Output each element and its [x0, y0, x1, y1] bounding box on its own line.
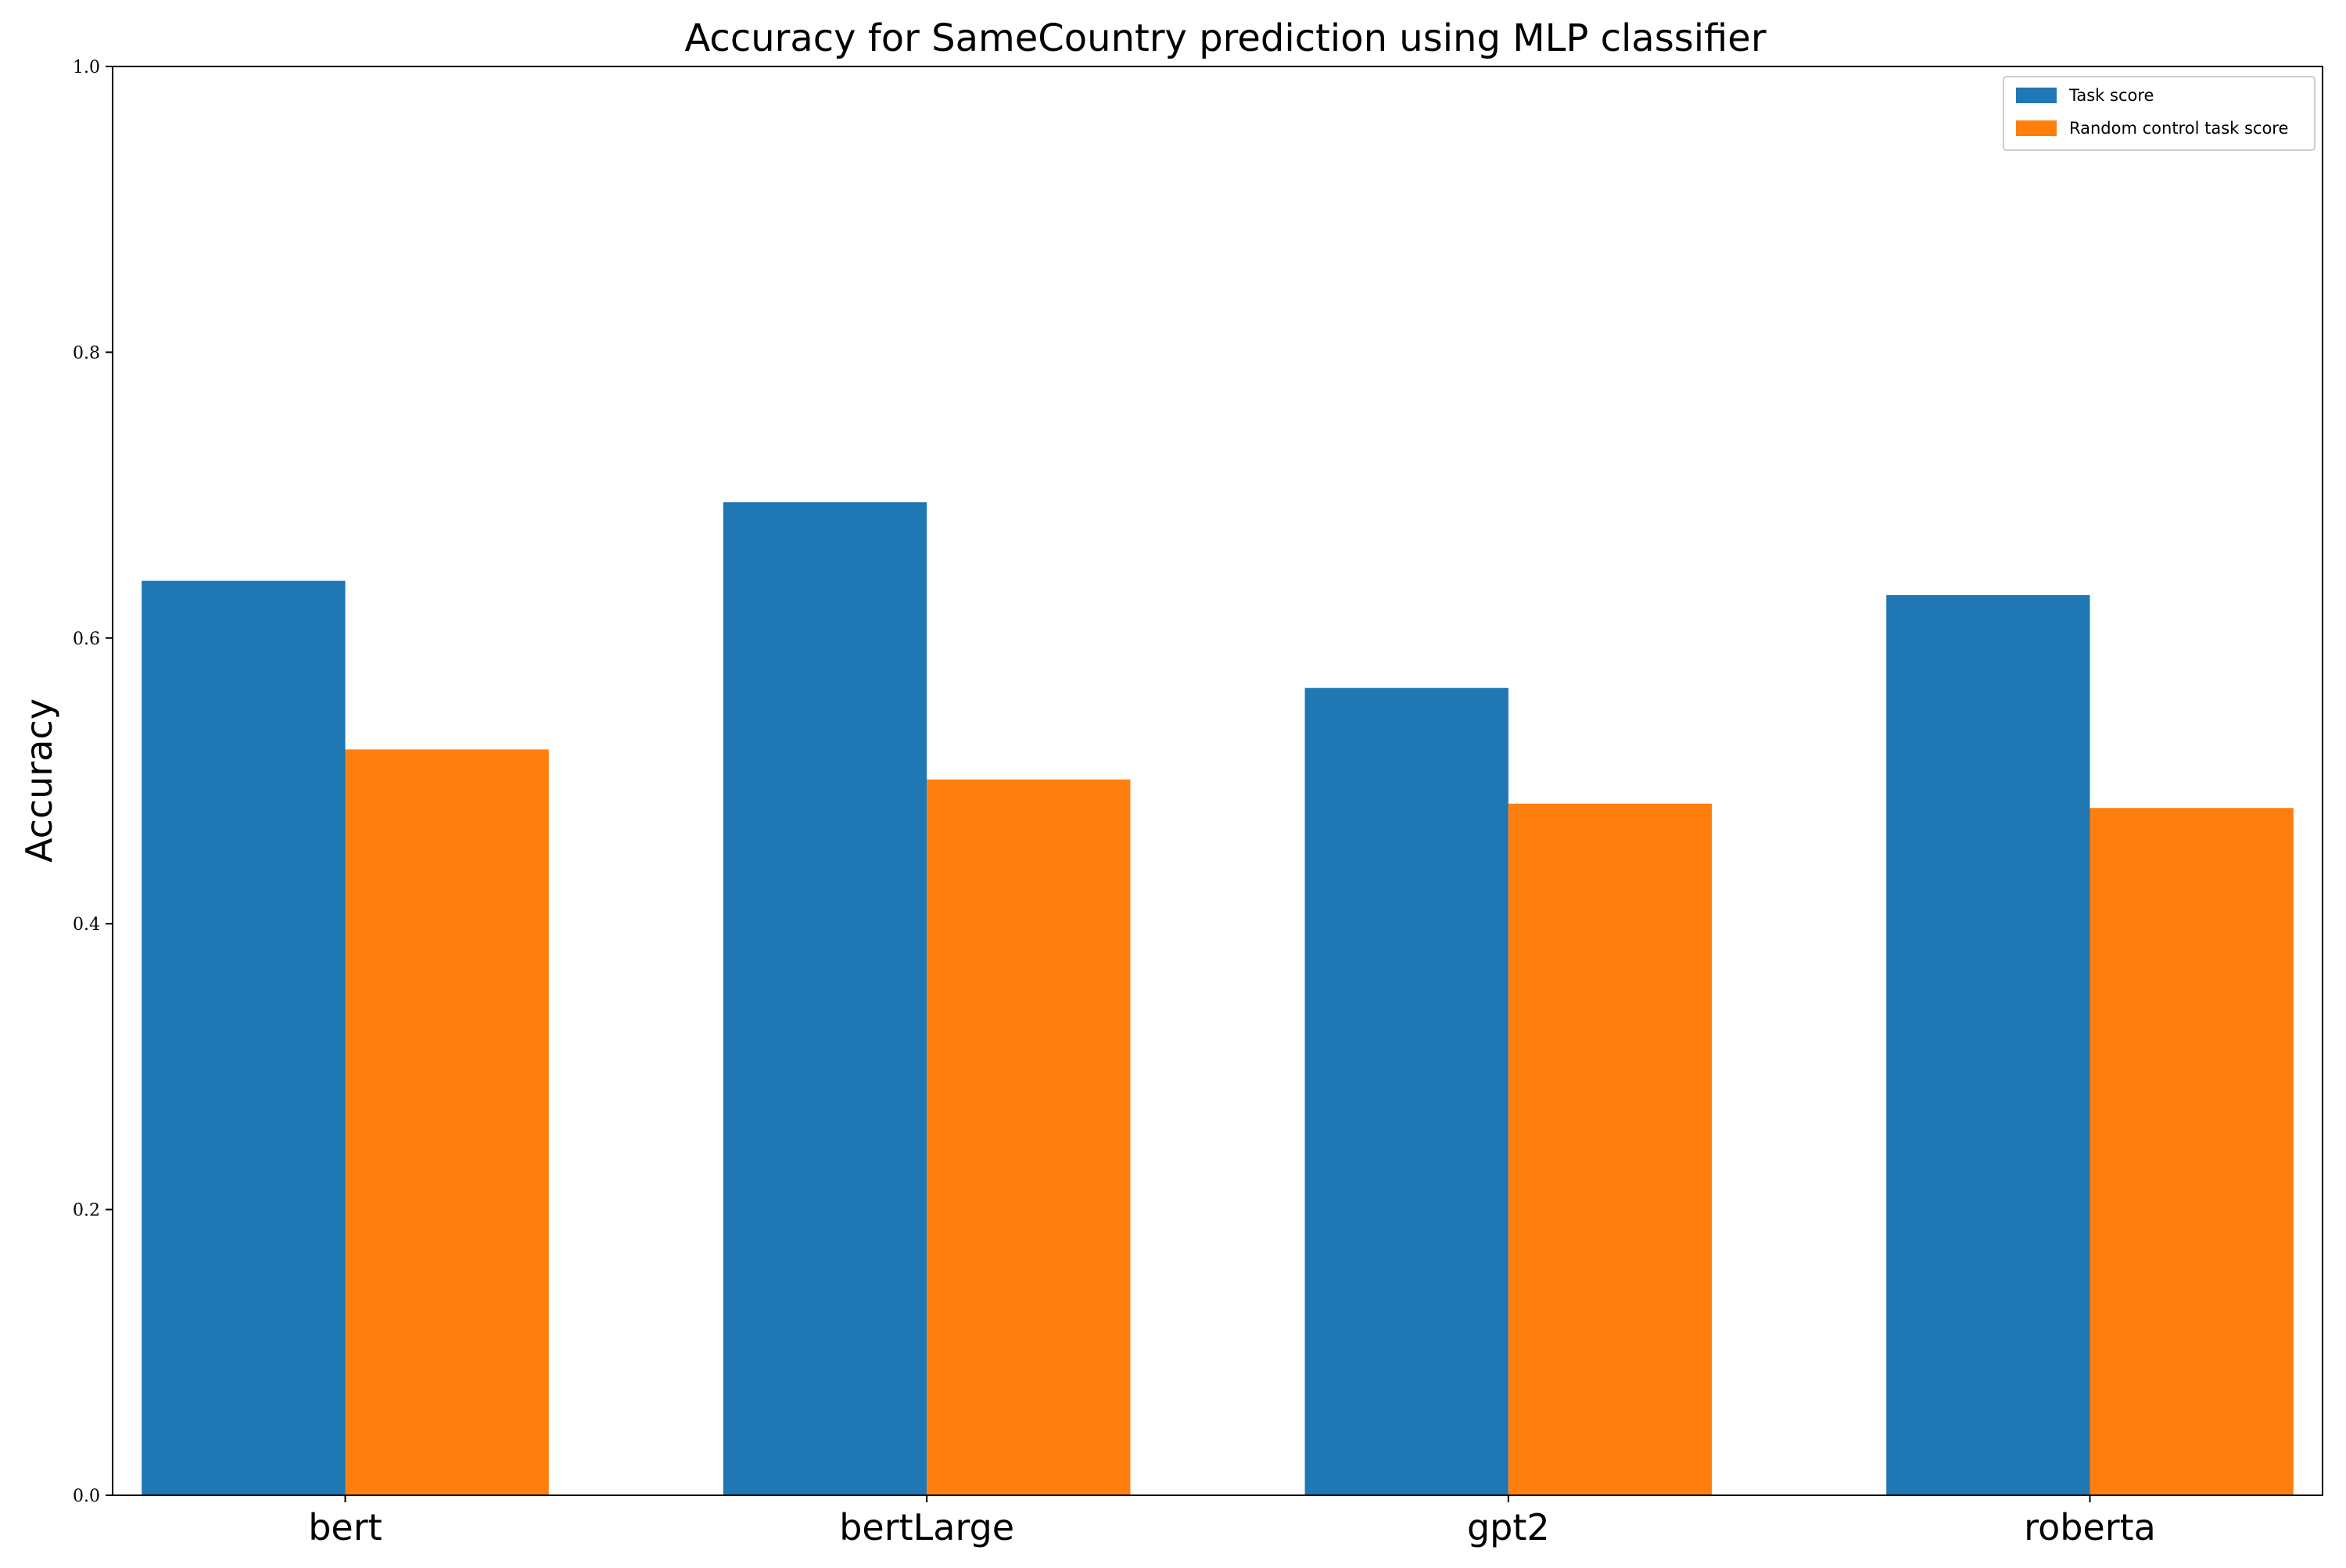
- bar-random-control-roberta: [2090, 808, 2294, 1495]
- bar-task-score-roberta: [1886, 595, 2090, 1495]
- y-tick-label: 0.6: [73, 630, 100, 649]
- plot-area-frame: [112, 66, 2323, 1496]
- bar-task-score-bertLarge: [723, 502, 927, 1496]
- bar-task-score-gpt2: [1304, 687, 1508, 1496]
- legend-box: [2003, 76, 2316, 151]
- bar-random-control-bert: [345, 749, 549, 1495]
- x-axis-ticks: bert bertLarge gpt2 roberta: [308, 1495, 2156, 1548]
- x-tick-label-roberta: roberta: [2024, 1506, 2156, 1548]
- legend-label-task-score: Task score: [2068, 86, 2154, 105]
- bar-task-score-bert: [142, 580, 346, 1496]
- y-axis-label: Accuracy: [18, 698, 60, 863]
- y-axis-ticks: 0.0 0.2 0.4 0.6 0.8 1.0: [73, 58, 113, 1506]
- legend-label-random-control: Random control task score: [2069, 119, 2288, 138]
- chart-title: Accuracy for SameCountry prediction usin…: [684, 16, 1766, 60]
- y-tick-label: 0.2: [73, 1201, 100, 1221]
- bars-group: [142, 502, 2294, 1496]
- bar-random-control-bertLarge: [927, 779, 1131, 1495]
- legend-swatch-random-control: [2016, 120, 2057, 136]
- x-tick-label-bertLarge: bertLarge: [839, 1506, 1014, 1548]
- legend: Task score Random control task score: [2003, 76, 2316, 151]
- x-tick-label-bert: bert: [308, 1506, 382, 1548]
- legend-swatch-task-score: [2016, 88, 2057, 103]
- y-tick-label: 0.4: [73, 915, 100, 935]
- bar-random-control-gpt2: [1508, 803, 1713, 1495]
- y-tick-label: 1.0: [73, 58, 100, 77]
- y-tick-label: 0.0: [73, 1487, 100, 1506]
- x-tick-label-gpt2: gpt2: [1467, 1506, 1550, 1548]
- y-tick-label: 0.8: [73, 343, 100, 363]
